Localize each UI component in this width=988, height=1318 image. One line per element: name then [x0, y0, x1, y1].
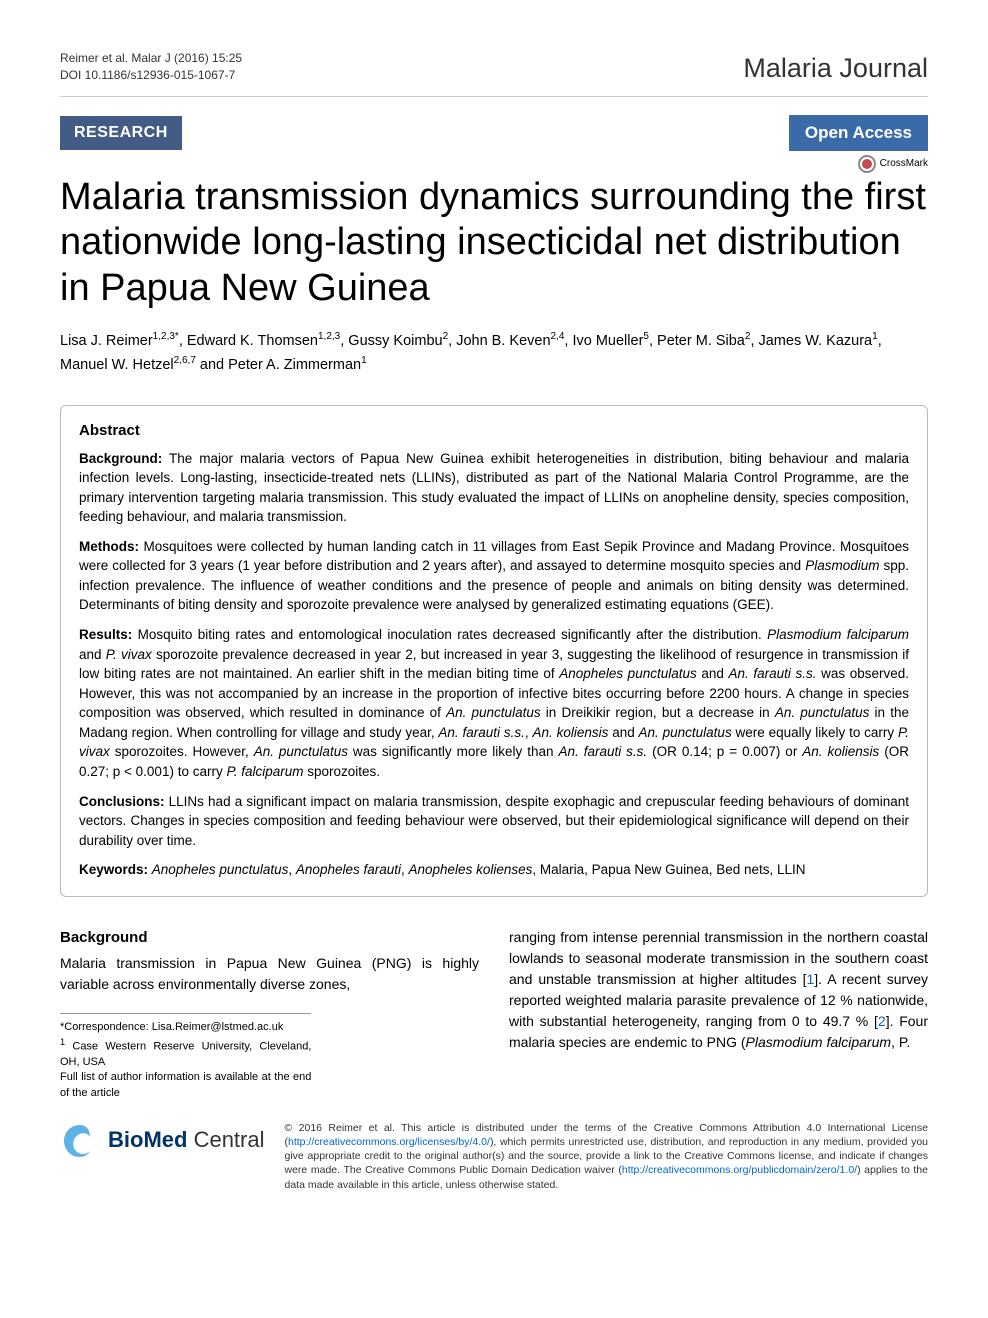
methods-label: Methods: — [79, 539, 139, 554]
methods-text: Mosquitoes were collected by human landi… — [79, 539, 909, 613]
abstract-heading: Abstract — [79, 420, 909, 441]
background-label: Background: — [79, 451, 162, 466]
background-text: The major malaria vectors of Papua New G… — [79, 451, 909, 525]
results-text: Mosquito biting rates and entomological … — [79, 627, 909, 779]
ref-link-2[interactable]: 2 — [878, 1013, 886, 1029]
bmc-text: BioMed Central — [108, 1125, 265, 1156]
biomed-central-logo[interactable]: BioMed Central — [60, 1121, 265, 1161]
conclusions-text: LLINs had a significant impact on malari… — [79, 794, 909, 848]
abstract-background: Background: The major malaria vectors of… — [79, 449, 909, 527]
badge-row: RESEARCH Open Access — [60, 115, 928, 151]
article-title: Malaria transmission dynamics surroundin… — [60, 175, 928, 312]
footer-row: BioMed Central © 2016 Reimer et al. This… — [60, 1121, 928, 1192]
research-badge: RESEARCH — [60, 116, 182, 150]
footnotes-block: *Correspondence: Lisa.Reimer@lstmed.ac.u… — [60, 1013, 311, 1101]
citation-block: Reimer et al. Malar J (2016) 15:25 DOI 1… — [60, 50, 242, 84]
crossmark-inner-icon — [862, 159, 872, 169]
column-right: ranging from intense perennial transmiss… — [509, 927, 928, 1101]
authors-list: Lisa J. Reimer1,2,3*, Edward K. Thomsen1… — [60, 329, 928, 376]
column-left: Background Malaria transmission in Papua… — [60, 927, 479, 1101]
conclusions-label: Conclusions: — [79, 794, 165, 809]
abstract-methods: Methods: Mosquitoes were collected by hu… — [79, 537, 909, 615]
journal-name: Malaria Journal — [743, 50, 928, 88]
keywords-text: Anopheles punctulatus, Anopheles farauti… — [152, 862, 806, 877]
results-label: Results: — [79, 627, 132, 642]
doi-line: DOI 10.1186/s12936-015-1067-7 — [60, 67, 242, 84]
body-columns: Background Malaria transmission in Papua… — [60, 927, 928, 1101]
abstract-box: Abstract Background: The major malaria v… — [60, 405, 928, 897]
crossmark-label: CrossMark — [880, 157, 928, 171]
background-heading: Background — [60, 927, 479, 950]
header-divider — [60, 96, 928, 97]
full-list-line: Full list of author information is avail… — [60, 1070, 311, 1101]
bmc-swirl-icon — [60, 1121, 100, 1161]
license-text: © 2016 Reimer et al. This article is dis… — [285, 1121, 929, 1192]
abstract-conclusions: Conclusions: LLINs had a significant imp… — [79, 792, 909, 851]
correspondence-line: *Correspondence: Lisa.Reimer@lstmed.ac.u… — [60, 1020, 311, 1035]
header-row: Reimer et al. Malar J (2016) 15:25 DOI 1… — [60, 50, 928, 88]
column-left-text: Malaria transmission in Papua New Guinea… — [60, 953, 479, 995]
crossmark-icon — [858, 155, 876, 173]
bmc-biomed: BioMed — [108, 1127, 187, 1152]
open-access-badge: Open Access — [789, 115, 928, 151]
license-link-2[interactable]: http://creativecommons.org/publicdomain/… — [622, 1164, 857, 1176]
page-container: Reimer et al. Malar J (2016) 15:25 DOI 1… — [0, 0, 988, 1232]
bmc-central: Central — [194, 1127, 265, 1152]
keywords-label: Keywords: — [79, 862, 148, 877]
abstract-results: Results: Mosquito biting rates and entom… — [79, 625, 909, 782]
crossmark-row[interactable]: CrossMark — [60, 155, 928, 173]
affiliation-line: 1 Case Western Reserve University, Cleve… — [60, 1036, 311, 1070]
abstract-keywords: Keywords: Anopheles punctulatus, Anophel… — [79, 860, 909, 880]
citation-line: Reimer et al. Malar J (2016) 15:25 — [60, 50, 242, 67]
license-link-1[interactable]: http://creativecommons.org/licenses/by/4… — [288, 1136, 490, 1148]
